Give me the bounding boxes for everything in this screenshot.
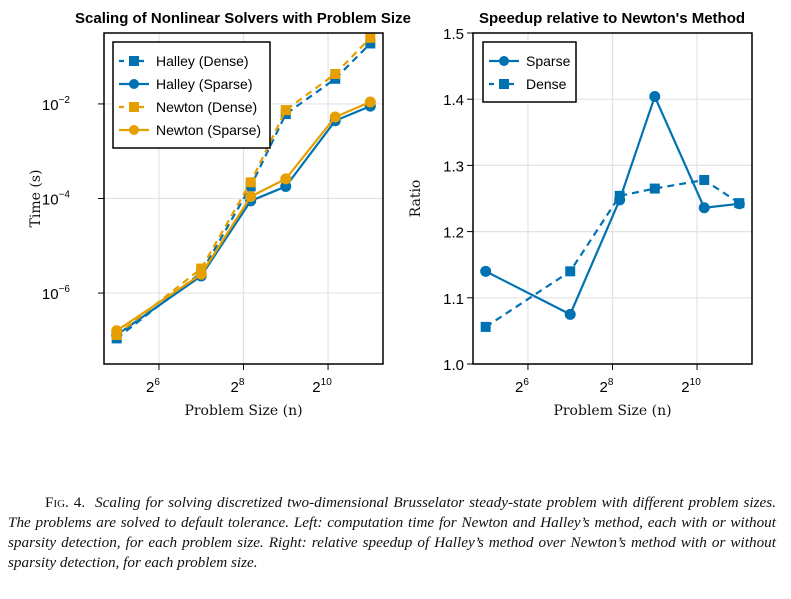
legend-item: Halley (Dense) [119,53,249,69]
data-point-circle [364,96,376,108]
x-tick-label: 26 [146,377,160,396]
legend-circle-marker [499,56,509,66]
data-point-circle [329,111,341,123]
data-point-circle [480,265,492,277]
y-tick-exponent: −6 [59,284,71,295]
y-tick-label: 1.0 [443,357,464,374]
legend-box [482,41,577,103]
series-newton-sparse [111,96,376,337]
chart-title: Scaling of Nonlinear Solvers with Proble… [75,10,411,27]
legend-label: Newton (Dense) [156,99,257,115]
series-line [485,178,740,328]
legend-label: Sparse [526,53,571,69]
chart-title: Speedup relative to Newton's Method [479,10,745,27]
data-point-circle [195,268,207,280]
data-point-square [565,266,576,277]
data-point-circle [111,325,123,337]
data-point-circle [280,173,292,185]
data-point-circle [698,202,710,214]
series-line [116,37,372,336]
legend-item: Sparse [489,53,571,69]
legend-square-marker [129,56,139,66]
data-point-square [280,105,291,116]
y-tick-label: 10−6 [42,284,71,303]
legend: Halley (Dense) Halley (Sparse) Newton (Den… [112,41,271,149]
legend-label: Halley (Sparse) [156,76,252,92]
x-tick-label: 28 [600,377,614,396]
data-point-circle [649,91,661,103]
legend-item: Halley (Sparse) [119,76,252,92]
x-tick-exponent: 8 [239,377,245,388]
data-point-square [614,190,625,201]
data-point-square [699,174,710,185]
legend-item: Newton (Sparse) [119,122,261,138]
data-point-square [196,263,207,274]
figure: Scaling of Nonlinear Solvers with Proble… [28,10,753,419]
y-tick-label: 10−2 [42,95,71,114]
data-point-square [330,68,341,79]
figure-caption: Fig. 4. Scaling for solving discretized … [8,493,776,573]
series-dense [480,174,745,332]
data-point-square [365,32,376,43]
legend-item: Newton (Dense) [119,99,257,115]
y-tick-exponent: −2 [59,95,71,106]
caption-text: Scaling for solving discretized two-dime… [8,494,776,571]
legend-circle-marker [129,125,139,135]
x-tick-exponent: 6 [523,377,529,388]
data-point-circle [280,180,292,192]
caption-label: Fig. 4. [45,494,86,511]
data-point-square [649,183,660,194]
y-tick-label: 1.5 [443,26,464,43]
legend-item: Dense [489,76,567,92]
y-tick-label: 1.3 [443,158,464,175]
x-tick-label: 26 [515,377,529,396]
legend-circle-marker [129,79,139,89]
series-line [116,105,371,336]
y-tick-label: 1.4 [443,92,464,109]
y-tick-label: 1.2 [443,225,464,242]
x-tick-exponent: 10 [321,377,333,388]
y-axis-label: Ratio [408,180,424,218]
y-tick-label: 10−4 [42,190,71,209]
left-chart-time-scaling: Scaling of Nonlinear Solvers with Proble… [28,10,411,419]
x-tick-exponent: 6 [154,377,160,388]
y-axis-label: Time (s) [28,170,44,228]
x-axis-label: Problem Size (n) [553,403,671,419]
x-tick-label: 210 [312,377,332,396]
data-point-square [245,177,256,188]
legend-label: Halley (Dense) [156,53,249,69]
data-point-square [365,38,376,49]
legend-square-marker [129,102,139,112]
legend-label: Newton (Sparse) [156,122,261,138]
right-chart-speedup: Speedup relative to Newton's Method 26 28 2… [408,10,753,419]
series-line [116,100,371,332]
x-tick-exponent: 10 [690,377,702,388]
x-axis-label: Problem Size (n) [184,403,302,419]
data-point-circle [245,191,257,203]
x-tick-label: 28 [231,377,245,396]
plot-frame [103,32,384,365]
x-tick-label: 210 [681,377,701,396]
series-line [485,95,740,316]
data-point-square [480,321,491,332]
legend-square-marker [499,79,509,89]
y-tick-label: 1.1 [443,291,464,308]
plot-frame [472,32,753,365]
y-tick-exponent: −4 [59,190,71,201]
x-tick-exponent: 8 [608,377,614,388]
data-point-circle [564,308,576,320]
legend-label: Dense [526,76,567,92]
data-point-square [734,198,745,209]
legend: Sparse Dense [482,41,577,103]
